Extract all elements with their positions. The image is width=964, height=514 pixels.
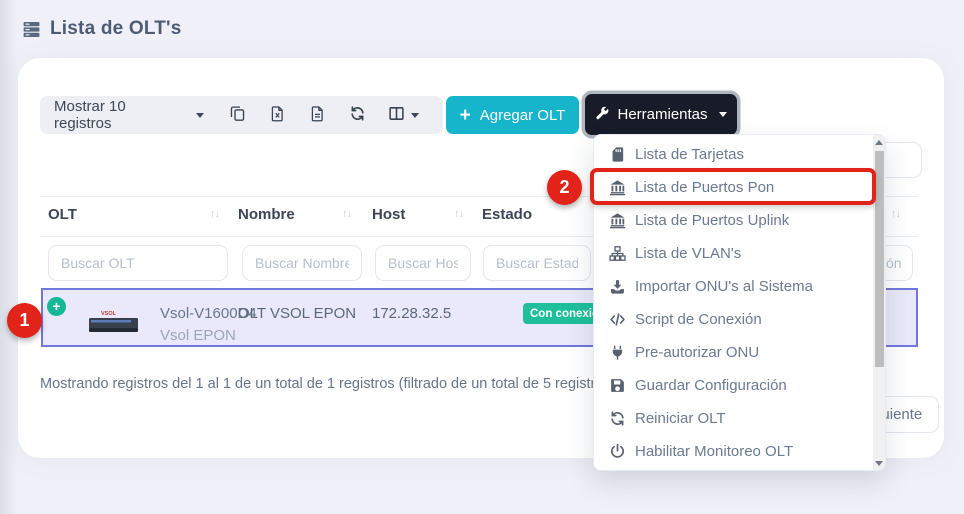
table-toolbar: Mostrar 10 registros xyxy=(40,96,443,134)
menu-item-guardar-configuracion[interactable]: Guardar Configuración xyxy=(594,369,875,402)
left-edge-shadow xyxy=(0,0,18,514)
wrench-icon xyxy=(595,106,609,124)
expand-row-button[interactable]: + xyxy=(47,297,66,316)
menu-item-label: Lista de Puertos Uplink xyxy=(635,212,790,229)
table-header-top-border xyxy=(40,196,918,197)
menu-item-lista-de-puertos-pon[interactable]: Lista de Puertos Pon xyxy=(594,171,875,204)
row-host: 172.28.32.5 xyxy=(372,305,452,322)
add-olt-button[interactable]: + Agregar OLT xyxy=(446,96,579,134)
menu-item-importar-onus[interactable]: Importar ONU's al Sistema xyxy=(594,270,875,303)
olt-device-image: VSOL xyxy=(88,306,140,343)
sort-icon-nombre[interactable]: ↑↓ xyxy=(342,208,352,220)
chevron-down-icon xyxy=(410,112,419,118)
search-column5-placeholder-fragment: ón xyxy=(886,255,902,271)
menu-item-habilitar-monitoreo-olt[interactable]: Habilitar Monitoreo OLT xyxy=(594,435,875,468)
triangle-down-icon xyxy=(875,460,883,466)
column-visibility-button[interactable] xyxy=(377,97,429,133)
row-olt-model: Vsol-V1600D4 xyxy=(160,305,257,322)
sync-icon xyxy=(609,410,626,427)
copy-button[interactable] xyxy=(218,97,258,133)
device-logo-text: VSOL xyxy=(101,311,117,317)
row-nombre: OLT VSOL EPON xyxy=(238,305,357,322)
plug-icon xyxy=(609,344,626,361)
page-title: Lista de OLT's xyxy=(50,18,182,39)
tools-menu-list: Lista de Tarjetas Lista de Puertos Pon L… xyxy=(594,138,875,468)
search-nombre-input[interactable] xyxy=(242,245,362,281)
chevron-down-icon xyxy=(718,112,727,117)
sitemap-icon xyxy=(609,245,626,262)
menu-item-pre-autorizar-onu[interactable]: Pre-autorizar ONU xyxy=(594,336,875,369)
scrollbar-up-arrow[interactable] xyxy=(873,135,885,149)
download-icon xyxy=(609,278,626,295)
power-icon xyxy=(609,443,626,460)
menu-item-label: Habilitar Monitoreo OLT xyxy=(635,443,794,460)
menu-item-lista-de-vlans[interactable]: Lista de VLAN's xyxy=(594,237,875,270)
tools-button[interactable]: Herramientas xyxy=(585,94,737,135)
sort-icon-host[interactable]: ↑↓ xyxy=(454,208,464,220)
menu-item-label: Guardar Configuración xyxy=(635,377,787,394)
chevron-down-icon xyxy=(195,112,204,118)
menu-item-label: Lista de VLAN's xyxy=(635,245,742,262)
bank-icon xyxy=(609,179,626,196)
scrollbar-down-arrow[interactable] xyxy=(873,456,885,470)
add-olt-label: Agregar OLT xyxy=(479,106,566,124)
plus-icon: + xyxy=(459,104,471,126)
menu-item-lista-de-puertos-uplink[interactable]: Lista de Puertos Uplink xyxy=(594,204,875,237)
menu-item-script-de-conexion[interactable]: Script de Conexión xyxy=(594,303,875,336)
sort-icon-column5[interactable]: ↑↓ xyxy=(891,208,901,220)
column-header-estado[interactable]: Estado xyxy=(482,206,533,223)
tools-menu: Lista de Tarjetas Lista de Puertos Pon L… xyxy=(593,134,886,471)
search-olt-input[interactable] xyxy=(48,245,228,281)
bank-icon xyxy=(609,212,626,229)
save-icon xyxy=(609,377,626,394)
tools-label: Herramientas xyxy=(617,106,708,123)
menu-item-label: Reiniciar OLT xyxy=(635,410,726,427)
columns-icon xyxy=(388,105,405,125)
code-icon xyxy=(609,311,626,328)
column-header-olt[interactable]: OLT xyxy=(48,206,77,223)
sort-icon-olt[interactable]: ↑↓ xyxy=(210,208,220,220)
entries-label: Mostrar 10 registros xyxy=(54,98,126,132)
export-file-button[interactable] xyxy=(297,97,337,133)
column-header-nombre[interactable]: Nombre xyxy=(238,206,295,223)
refresh-button[interactable] xyxy=(337,97,377,133)
export-excel-button[interactable] xyxy=(258,97,298,133)
menu-scrollbar[interactable] xyxy=(873,135,885,470)
menu-item-label: Importar ONU's al Sistema xyxy=(635,278,813,295)
triangle-up-icon xyxy=(875,139,883,145)
status-badge: Con conexión xyxy=(523,303,614,324)
menu-item-reiniciar-olt[interactable]: Reiniciar OLT xyxy=(594,402,875,435)
file-text-icon xyxy=(309,105,326,125)
search-estado-input[interactable] xyxy=(483,245,591,281)
column-header-host[interactable]: Host xyxy=(372,206,406,223)
menu-item-label: Lista de Tarjetas xyxy=(635,146,744,163)
scrollbar-thumb[interactable] xyxy=(874,151,884,367)
copy-icon xyxy=(229,105,246,125)
menu-item-label: Pre-autorizar ONU xyxy=(635,344,760,361)
menu-item-label: Lista de Puertos Pon xyxy=(635,179,775,196)
server-icon xyxy=(22,20,41,39)
refresh-icon xyxy=(349,105,366,125)
annotation-badge-1: 1 xyxy=(7,303,42,338)
row-olt-family: Vsol EPON xyxy=(160,327,236,344)
menu-item-lista-de-tarjetas[interactable]: Lista de Tarjetas xyxy=(594,138,875,171)
entries-dropdown[interactable]: Mostrar 10 registros xyxy=(54,98,204,132)
page-header: Lista de OLT's xyxy=(22,18,182,40)
annotation-badge-2: 2 xyxy=(547,170,582,205)
table-header-bottom-border xyxy=(40,236,918,237)
file-excel-icon xyxy=(269,105,286,125)
search-host-input[interactable] xyxy=(375,245,471,281)
menu-item-label: Script de Conexión xyxy=(635,311,762,328)
records-summary: Mostrando registros del 1 al 1 de un tot… xyxy=(40,376,616,392)
sd-card-icon xyxy=(609,146,626,163)
